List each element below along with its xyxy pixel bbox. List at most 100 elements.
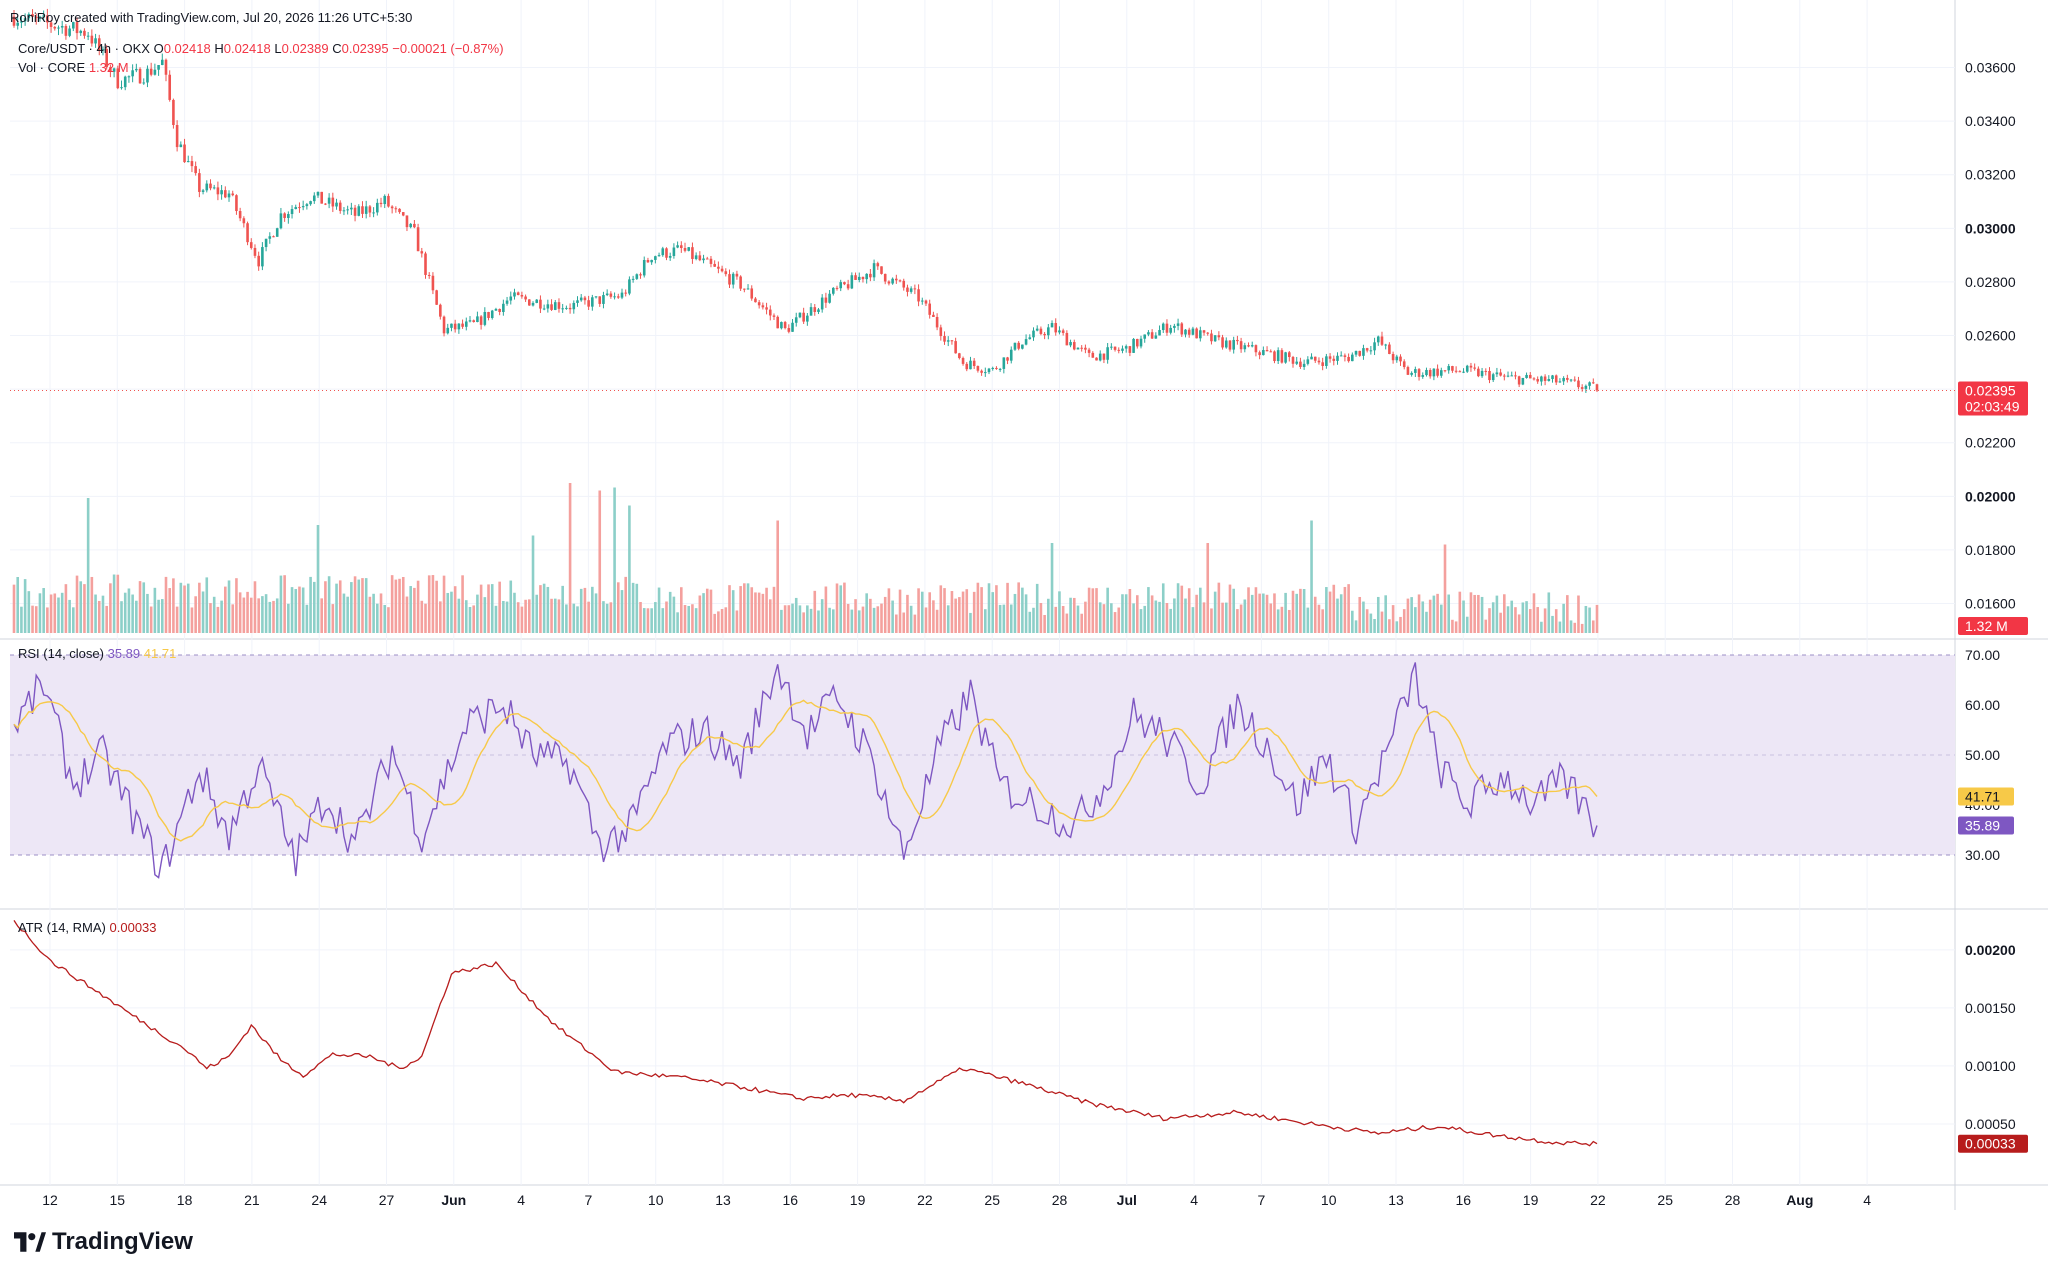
volume-bar xyxy=(1451,619,1454,633)
candle-body xyxy=(757,302,761,306)
candle-body xyxy=(591,297,594,307)
volume-bar xyxy=(1388,619,1391,633)
candle-body xyxy=(1002,357,1006,369)
candle-body xyxy=(1173,325,1176,328)
volume-bar xyxy=(264,594,268,633)
candle-body xyxy=(1032,330,1035,338)
candle-body xyxy=(1473,367,1476,369)
candle-body xyxy=(427,274,431,276)
volume-bar xyxy=(1477,594,1480,633)
rsi-legend[interactable]: RSI (14, close) 35.89 41.71 xyxy=(18,646,176,661)
candle-body xyxy=(1091,352,1095,358)
volume-bar xyxy=(1484,619,1488,633)
candle-body xyxy=(301,206,305,208)
candle-body xyxy=(1299,361,1302,367)
volume-bar xyxy=(880,603,883,633)
volume-bar xyxy=(832,609,835,633)
volume-bar xyxy=(1425,611,1428,633)
candle-body xyxy=(464,321,468,327)
volume-bar xyxy=(887,588,891,633)
candle-body xyxy=(642,259,646,276)
candle-body xyxy=(72,22,75,29)
volume-bar xyxy=(987,583,991,633)
candle-body xyxy=(887,281,891,284)
atr-tick-label: 0.00200 xyxy=(1965,942,2016,958)
candle-body xyxy=(1121,348,1124,351)
candle-body xyxy=(798,312,802,318)
volume-bar xyxy=(261,596,264,633)
volume-bar xyxy=(398,578,401,633)
tradingview-logo[interactable]: TradingView xyxy=(14,1228,193,1256)
volume-bar xyxy=(817,610,820,633)
candle-body xyxy=(1447,366,1451,371)
volume-bar xyxy=(1521,602,1525,633)
candle-body xyxy=(468,320,472,322)
atr-legend[interactable]: ATR (14, RMA) 0.00033 xyxy=(18,920,157,935)
volume-bar xyxy=(961,591,965,633)
volume-bar xyxy=(1199,587,1202,633)
candle-body xyxy=(220,190,223,195)
volume-bar xyxy=(283,575,286,633)
volume-bar xyxy=(502,600,505,633)
symbol-legend[interactable]: Core/USDT · 4h · OKX O0.02418 H0.02418 L… xyxy=(18,41,504,56)
change-value: −0.00021 (−0.87%) xyxy=(392,41,504,56)
candle-body xyxy=(605,293,609,296)
volume-bar xyxy=(739,586,742,633)
candle-body xyxy=(713,263,716,267)
candle-body xyxy=(216,187,220,195)
candle-body xyxy=(164,59,168,75)
volume-bar xyxy=(1262,593,1265,633)
volume-bar xyxy=(980,587,983,633)
candle-body xyxy=(1577,380,1580,388)
volume-bar xyxy=(1050,543,1054,633)
volume-bar xyxy=(468,606,472,633)
symbol-name[interactable]: Core/USDT · 4h · OKX xyxy=(18,41,150,56)
volume-bar xyxy=(79,581,83,633)
candle-body xyxy=(528,299,531,306)
volume-bar xyxy=(160,599,164,633)
candle-body xyxy=(616,296,620,298)
candle-body xyxy=(806,315,809,322)
candle-body xyxy=(1317,360,1321,363)
volume-bar xyxy=(620,590,624,633)
volume-bar xyxy=(1462,600,1465,633)
volume-legend[interactable]: Vol · CORE 1.32 M xyxy=(18,60,129,75)
volume-bar xyxy=(46,607,49,633)
candle-body xyxy=(264,238,268,248)
volume-bar xyxy=(824,586,828,633)
candle-body xyxy=(1221,337,1224,348)
candle-body xyxy=(876,263,880,267)
volume-bar xyxy=(487,584,490,633)
candle-body xyxy=(479,316,483,325)
candle-body xyxy=(917,289,920,302)
candle-body xyxy=(687,247,691,251)
volume-bar xyxy=(1577,595,1580,633)
candle-body xyxy=(624,292,627,294)
volume-bar xyxy=(1202,602,1206,633)
volume-bar xyxy=(1110,603,1113,633)
volume-bar xyxy=(1543,608,1547,633)
candle-body xyxy=(1232,339,1235,350)
volume-bar xyxy=(1265,594,1269,633)
candle-body xyxy=(854,275,857,280)
volume-bar xyxy=(780,609,783,633)
volume-bar xyxy=(353,576,357,633)
candle-body xyxy=(1380,336,1384,345)
candle-body xyxy=(635,274,639,279)
candle-body xyxy=(572,302,576,310)
volume-bar xyxy=(1562,603,1565,633)
volume-bar xyxy=(683,605,687,633)
volume-bar xyxy=(1547,592,1551,633)
candle-body xyxy=(1161,323,1165,331)
volume-bar xyxy=(442,575,446,633)
rsi-ma-badge-label: 41.71 xyxy=(1965,788,2000,804)
candle-body xyxy=(1028,337,1032,340)
candle-body xyxy=(1180,323,1184,335)
candle-body xyxy=(312,195,316,202)
candle-body xyxy=(179,144,183,148)
candle-body xyxy=(965,363,969,370)
volume-bar xyxy=(72,607,75,633)
candle-body xyxy=(435,290,438,305)
volume-bar xyxy=(642,608,646,633)
